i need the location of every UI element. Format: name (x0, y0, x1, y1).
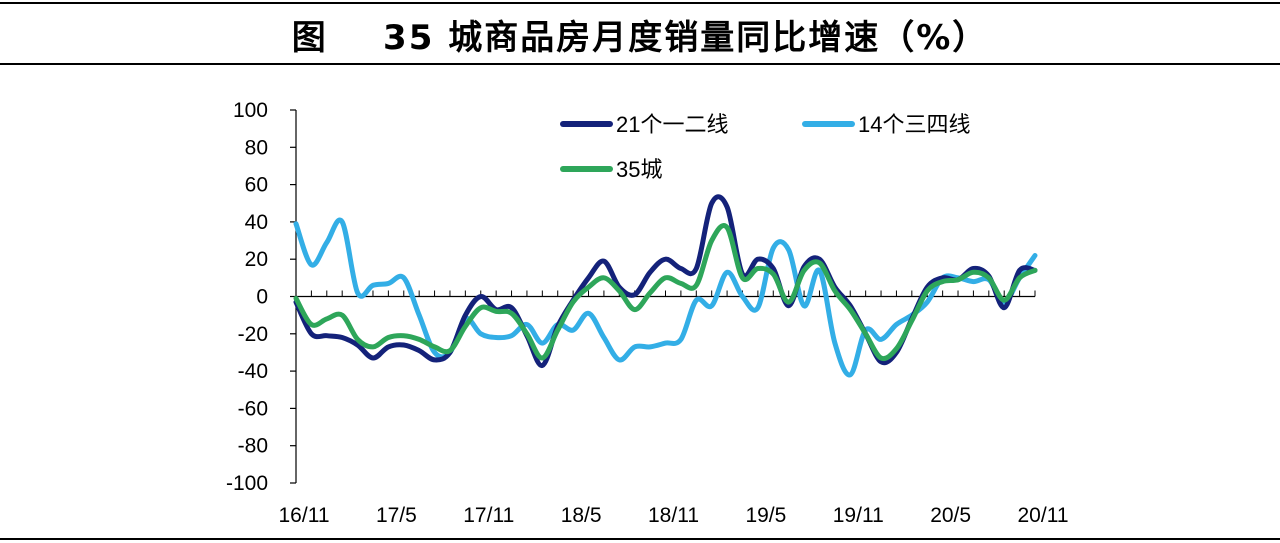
x-tick-label: 19/5 (745, 504, 786, 527)
line-chart: 100 80 60 40 20 0 -20 -40 -60 -80 -100 16/11 17/5 17… (226, 99, 1069, 527)
chart-title: 图 35 城商品房月度销量同比增速（%） (291, 18, 989, 58)
x-tick-label: 18/5 (561, 504, 602, 527)
top-rule (0, 2, 1280, 4)
y-tick-label: -40 (238, 360, 268, 383)
x-tick-label: 17/5 (376, 504, 417, 527)
y-tick-label: 100 (233, 99, 268, 122)
legend-label: 14个三四线 (858, 112, 970, 137)
y-tick-label: 60 (245, 174, 268, 197)
legend-label: 35城 (616, 157, 662, 182)
legend: 21个一二线 14个三四线 35城 (560, 112, 970, 182)
x-tick-label: 16/11 (279, 504, 330, 527)
series-line-35city (293, 223, 1038, 362)
y-tick-label: 40 (245, 211, 268, 234)
x-axis-tick-labels: 16/11 17/5 17/11 18/5 18/11 19/5 19/11 20/5 20/1… (279, 504, 1069, 527)
y-tick-label: -60 (238, 397, 268, 420)
y-tick-label: -100 (226, 472, 268, 495)
x-tick-label: 19/11 (833, 504, 884, 527)
series-lines (293, 194, 1038, 378)
y-tick-label: -80 (238, 435, 268, 458)
legend-label: 21个一二线 (616, 112, 728, 137)
y-axis-tick-labels: 100 80 60 40 20 0 -20 -40 -60 -80 -100 (226, 99, 268, 495)
x-tick-label: 17/11 (463, 504, 514, 527)
x-tick-label: 18/11 (648, 504, 699, 527)
x-tick-label: 20/5 (930, 504, 971, 527)
y-tick-label: 80 (245, 136, 268, 159)
title-divider (0, 63, 1280, 65)
y-tick-label: 20 (245, 248, 268, 271)
bottom-rule (0, 538, 1280, 540)
legend-item-tier34: 14个三四线 (802, 112, 970, 137)
y-tick-label: -20 (238, 323, 268, 346)
legend-item-35city: 35城 (560, 157, 662, 182)
y-tick-label: 0 (256, 286, 268, 309)
x-tick-label: 20/11 (1018, 504, 1069, 527)
legend-item-tier12: 21个一二线 (560, 112, 728, 137)
